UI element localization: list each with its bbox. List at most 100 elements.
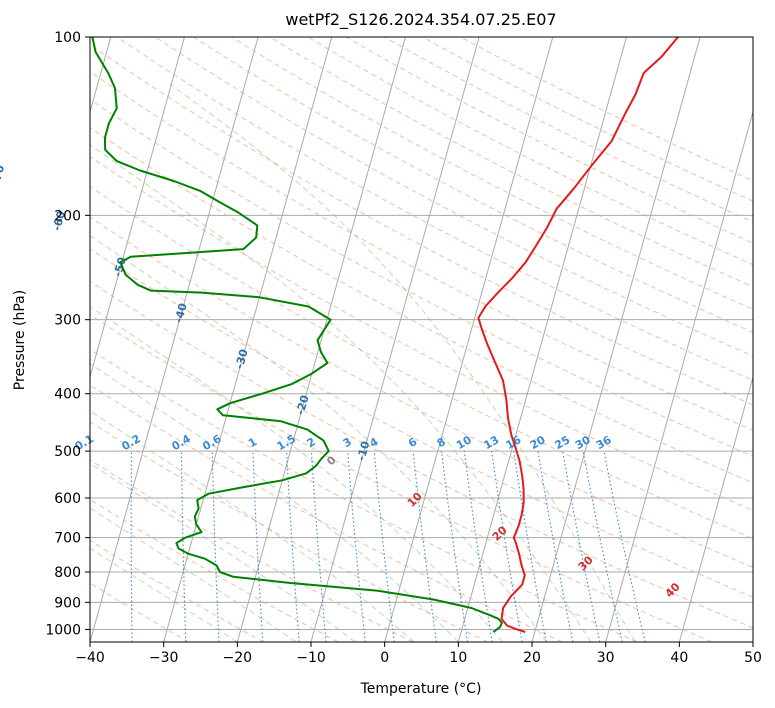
isotherm-label: -30 [233, 347, 251, 370]
y-tick-label: 200 [54, 208, 81, 224]
x-tick-label: −30 [149, 650, 179, 666]
isotherm-label: -60 [50, 209, 68, 232]
mixing-ratio-label: 0.6 [200, 432, 224, 453]
y-tick-label: 400 [54, 387, 81, 403]
moist-adiabat-label: 0 [324, 453, 339, 468]
dry-adiabat [90, 44, 753, 406]
y-tick-label: 1000 [45, 622, 81, 638]
moist-adiabat-label: 30 [576, 553, 596, 573]
isotherm-line [605, 109, 753, 642]
moist-adiabat [90, 547, 238, 642]
mixing-ratio-line [310, 451, 327, 642]
moist-adiabat [169, 83, 636, 642]
dry-adiabat [90, 185, 753, 540]
isotherm-line [752, 640, 753, 642]
dry-adiabat [90, 98, 753, 457]
y-tick-label: 500 [54, 444, 81, 460]
isotherm-line [457, 37, 627, 642]
dewpoint-profile-line [91, 37, 503, 633]
isotherm-line [384, 37, 554, 642]
dry-adiabat [90, 498, 339, 642]
isotherm-label: -10 [355, 439, 373, 462]
y-tick-label: 100 [54, 30, 81, 46]
mixing-ratio-line [130, 451, 133, 642]
mixing-ratio-line [562, 451, 601, 642]
isotherm-line [310, 37, 480, 642]
isotherm-line [236, 37, 406, 642]
y-tick-label: 300 [54, 313, 81, 329]
x-tick-label: −40 [75, 650, 105, 666]
y-tick-label: 800 [54, 565, 81, 581]
isotherm-labels: -100-90-80-70-60-50-40-30-20-10 [0, 163, 373, 462]
x-tick-label: −20 [223, 650, 253, 666]
dry-adiabat [90, 348, 638, 642]
x-tick-label: 20 [523, 650, 541, 666]
mixing-ratio-line [582, 451, 623, 642]
y-tick-label: 600 [54, 491, 81, 507]
dry-adiabat [90, 314, 712, 642]
mixing-ratio-label: 0.4 [169, 432, 193, 453]
isotherm-line [163, 37, 333, 642]
plot-frame [89, 36, 754, 643]
y-tick-label: 900 [54, 595, 81, 611]
dry-adiabat [90, 280, 753, 629]
mixing-ratio-label: 25 [553, 433, 573, 452]
dry-adiabat [90, 156, 753, 511]
x-tick-label: 30 [597, 650, 615, 666]
x-axis-ticks: −40 −30 −20 −10 0 10 20 30 40 50 [75, 642, 762, 666]
dry-adiabat [90, 384, 563, 642]
moist-adiabat [90, 144, 592, 642]
mixing-ratio-labels: 0.1 0.2 0.4 0.6 1 1.5 2 3 4 6 8 10 13 16 20 25 30 36 [73, 432, 614, 453]
dry-adiabat [90, 582, 190, 642]
moist-adiabat [90, 363, 459, 642]
isotherm-line [90, 37, 185, 379]
dry-adiabat [193, 37, 753, 334]
moist-adiabat-label: 40 [663, 580, 683, 600]
mixing-ratio-label: 2 [305, 435, 318, 450]
dry-adiabat [269, 37, 753, 288]
mixing-ratio-line [412, 451, 437, 642]
dry-adiabat [90, 216, 753, 569]
moist-adiabat [90, 234, 548, 642]
mixing-ratio-label: 30 [573, 433, 593, 452]
isotherm-label: -70 [0, 163, 7, 186]
mixing-ratio-line [441, 451, 469, 642]
y-axis-label: Pressure (hPa) [12, 290, 28, 390]
y-axis-ticks: 100 200 300 400 500 600 700 800 900 1000 [45, 30, 90, 638]
temperature-profile-line [477, 37, 679, 633]
dry-adiabat [231, 37, 753, 310]
mixing-ratio-line [463, 451, 493, 642]
x-tick-label: 50 [744, 650, 762, 666]
isotherm-label: -20 [294, 393, 312, 416]
mixing-ratio-line [513, 451, 547, 642]
mixing-ratio-line [347, 451, 366, 642]
mixing-ratio-label: 10 [454, 433, 474, 452]
isotherm-line [90, 37, 259, 642]
x-tick-label: 0 [380, 650, 389, 666]
isotherm-line [531, 37, 701, 642]
x-tick-label: −10 [296, 650, 326, 666]
chart-title: wetPf2_S126.2024.354.07.25.E07 [285, 10, 556, 30]
mixing-ratio-label: 8 [435, 435, 448, 450]
series-layer [91, 37, 679, 633]
mixing-ratio-label: 20 [528, 433, 548, 452]
x-tick-label: 10 [449, 650, 467, 666]
isotherm-line [678, 375, 753, 642]
mixing-ratio-label: 13 [481, 433, 501, 452]
dry-adiabat [90, 248, 753, 598]
dry-adiabat [90, 459, 414, 642]
mixing-ratio-label: 0.2 [119, 432, 142, 453]
mixing-ratio-label: 1 [246, 435, 259, 450]
y-tick-label: 700 [54, 531, 81, 547]
mixing-ratio-line [82, 451, 85, 642]
mixing-ratio-label: 36 [594, 433, 614, 452]
dry-adiabat [90, 421, 488, 642]
mixing-ratio-label: 6 [406, 435, 419, 450]
mixing-ratio-line [373, 451, 395, 642]
dry-adiabat [90, 539, 264, 642]
dry-adiabat [154, 37, 753, 357]
moist-adiabat-label: 20 [490, 523, 510, 543]
isotherm-label: -40 [172, 301, 190, 324]
